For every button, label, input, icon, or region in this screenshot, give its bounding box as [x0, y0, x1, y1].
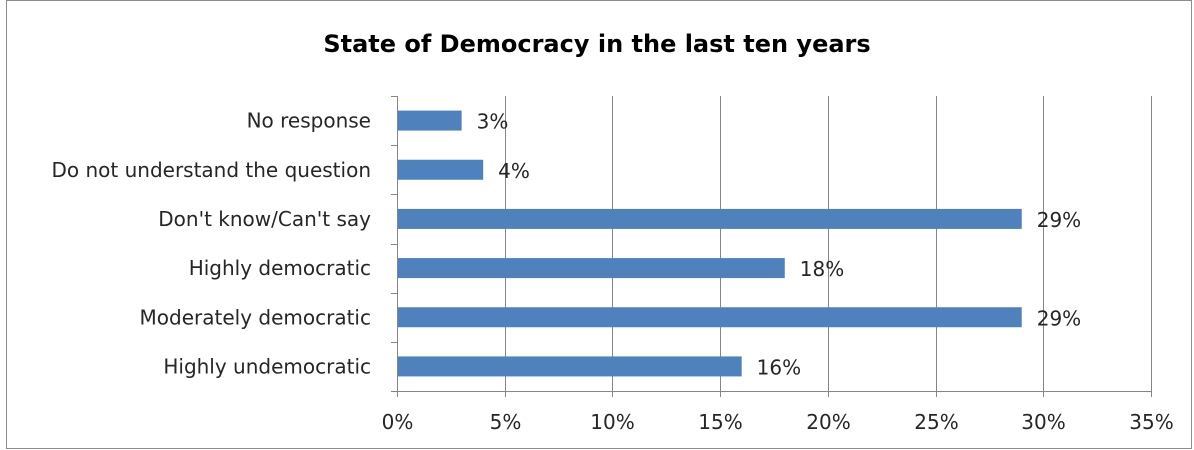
x-tick-label-3: 15%: [698, 410, 742, 434]
data-label-3: 18%: [800, 257, 844, 281]
category-label-4: Moderately democratic: [140, 305, 371, 329]
category-label-5: Highly undemocratic: [163, 354, 371, 378]
bar-1: [398, 159, 484, 180]
x-tick-label-5: 25%: [914, 410, 958, 434]
data-label-2: 29%: [1037, 208, 1081, 232]
category-label-2: Don't know/Can't say: [158, 207, 371, 231]
x-tick-label-6: 30%: [1021, 410, 1065, 434]
data-label-5: 16%: [757, 355, 801, 379]
category-label-3: Highly democratic: [189, 256, 371, 280]
category-label-0: No response: [247, 109, 371, 133]
bar-5: [398, 356, 742, 377]
x-tick-label-2: 10%: [590, 410, 634, 434]
chart-title: State of Democracy in the last ten years: [323, 30, 871, 58]
data-label-0: 3%: [477, 110, 509, 134]
bar-4: [398, 307, 1022, 328]
data-label-4: 29%: [1037, 306, 1081, 330]
data-label-1: 4%: [498, 159, 530, 183]
x-tick-label-4: 20%: [806, 410, 850, 434]
bar-0: [398, 110, 462, 131]
x-tick-label-1: 5%: [490, 410, 522, 434]
x-tick-label-0: 0%: [382, 410, 414, 434]
category-label-1: Do not understand the question: [51, 158, 371, 182]
bar-2: [398, 208, 1022, 229]
x-tick-label-7: 35%: [1129, 410, 1173, 434]
bar-3: [398, 258, 785, 279]
